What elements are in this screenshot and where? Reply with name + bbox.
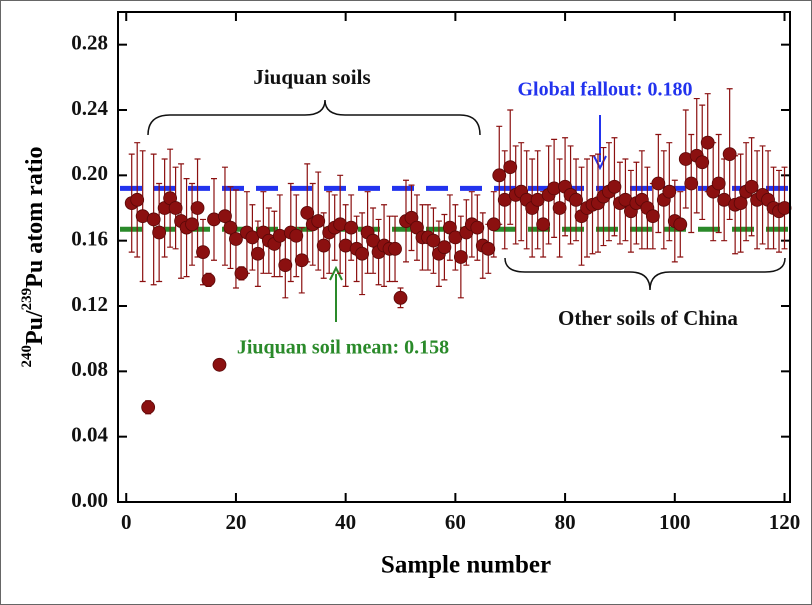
data-point	[146, 212, 161, 227]
data-point	[481, 241, 496, 256]
data-point	[552, 201, 567, 215]
data-point	[196, 245, 210, 260]
data-point	[316, 238, 331, 253]
data-point	[130, 192, 145, 207]
data-point	[569, 192, 583, 207]
x-tick-label: 100	[659, 510, 691, 534]
y-tick-label: 0.00	[71, 488, 108, 512]
x-tick-label: 120	[769, 510, 801, 534]
annotation: Jiuquan soil mean: 0.158	[237, 337, 449, 359]
data-point	[744, 179, 759, 194]
data-point	[684, 176, 699, 191]
y-tick-label: 0.04	[71, 422, 108, 446]
x-tick-label: 20	[225, 510, 246, 534]
data-point	[453, 250, 468, 264]
plot-frame	[117, 11, 791, 503]
data-point	[645, 209, 660, 224]
data-point	[426, 233, 441, 248]
brace	[504, 257, 786, 291]
y-tick-label: 0.16	[71, 226, 108, 250]
data-point	[311, 214, 326, 228]
data-point	[185, 217, 199, 232]
data-point	[212, 357, 227, 372]
data-point	[700, 135, 715, 150]
annotation: Global fallout: 0.180	[517, 79, 692, 101]
data-point	[300, 205, 315, 220]
data-point	[141, 400, 156, 415]
data-point	[470, 220, 485, 235]
x-tick-label: 0	[121, 510, 132, 534]
data-point	[492, 168, 507, 183]
data-point	[486, 217, 501, 232]
data-point	[344, 220, 359, 235]
data-point	[201, 272, 216, 287]
y-tick-label: 0.12	[71, 292, 108, 316]
data-point	[152, 225, 167, 240]
data-point	[388, 241, 402, 256]
data-point	[662, 184, 677, 199]
data-point	[733, 196, 748, 211]
data-point	[437, 240, 452, 255]
y-tick-label: 0.24	[71, 96, 108, 120]
data-point	[607, 179, 622, 194]
data-point	[250, 246, 265, 261]
arrow-head	[329, 265, 343, 281]
data-point	[223, 220, 238, 235]
brace	[147, 99, 481, 136]
data-point	[711, 176, 726, 191]
data-point	[289, 228, 304, 243]
data-point	[294, 253, 309, 268]
y-tick-label: 0.08	[71, 357, 108, 381]
y-title-part: Pu/	[22, 310, 48, 345]
y-tick-label: 0.28	[71, 30, 108, 54]
x-tick-label: 60	[445, 510, 466, 534]
x-tick-label: 40	[335, 510, 356, 534]
data-point	[536, 217, 551, 232]
data-point	[503, 160, 518, 175]
annotation: Other soils of China	[558, 306, 738, 330]
data-point	[218, 209, 232, 224]
data-point	[393, 290, 408, 305]
x-axis-title: Sample number	[381, 552, 551, 579]
y-tick-label: 0.20	[71, 161, 108, 185]
data-point	[695, 155, 710, 170]
data-point	[722, 147, 737, 162]
data-point	[190, 201, 205, 215]
y-axis-title: 240Pu/239Pu atom ratio	[19, 147, 47, 368]
data-point	[673, 217, 688, 232]
y-title-sup: 239	[19, 288, 35, 311]
data-point	[278, 258, 293, 273]
y-title-part: Pu atom ratio	[22, 147, 48, 288]
y-title-sup: 240	[19, 345, 35, 368]
data-point	[229, 232, 243, 246]
data-point	[355, 246, 370, 261]
x-tick-label: 80	[555, 510, 576, 534]
annotation: Jiuquan soils	[253, 65, 370, 89]
data-point	[234, 266, 249, 281]
data-point	[777, 201, 792, 215]
data-point	[168, 201, 183, 215]
data-point	[651, 176, 666, 191]
